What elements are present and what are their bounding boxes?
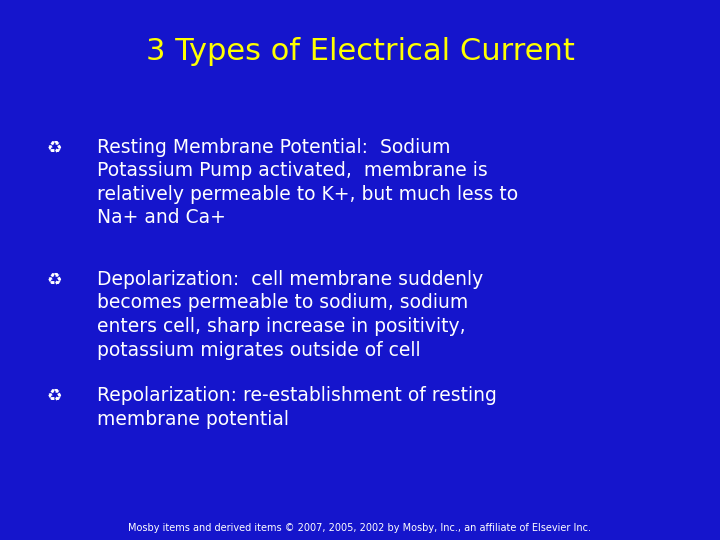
- Text: Depolarization:  cell membrane suddenly
becomes permeable to sodium, sodium
ente: Depolarization: cell membrane suddenly b…: [97, 270, 483, 360]
- Text: Repolarization: re-establishment of resting
membrane potential: Repolarization: re-establishment of rest…: [97, 386, 497, 429]
- Text: Resting Membrane Potential:  Sodium
Potassium Pump activated,  membrane is
relat: Resting Membrane Potential: Sodium Potas…: [97, 138, 518, 227]
- Text: 3 Types of Electrical Current: 3 Types of Electrical Current: [145, 37, 575, 66]
- Text: ♻: ♻: [46, 386, 62, 404]
- Text: ♻: ♻: [46, 138, 62, 156]
- Text: ♻: ♻: [46, 270, 62, 288]
- Text: Mosby items and derived items © 2007, 2005, 2002 by Mosby, Inc., an affiliate of: Mosby items and derived items © 2007, 20…: [128, 523, 592, 533]
